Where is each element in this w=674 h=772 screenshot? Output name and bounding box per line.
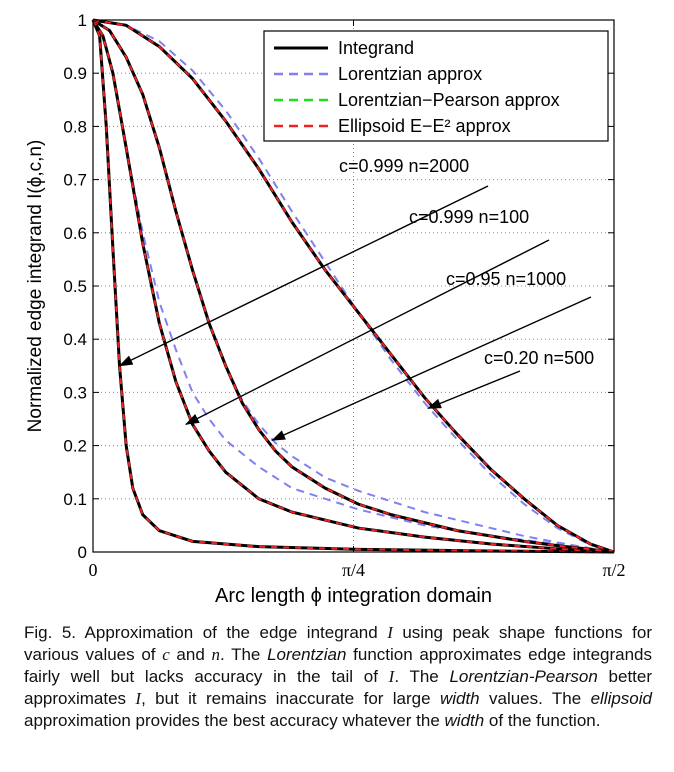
- legend-label: Integrand: [338, 38, 414, 58]
- series-line-ellipsoid: [92, 19, 615, 553]
- caption-text: and: [169, 645, 212, 664]
- caption-text: . The: [219, 645, 268, 664]
- caption-text: values. The: [479, 689, 591, 708]
- line-chart: 0 0.1 0.2 0.3 0.4 0.5 0.6 0.7 0.8 0.9 1 0 π/4 π/2 Arc …: [25, 11, 626, 607]
- caption-math: c: [162, 645, 170, 664]
- caption-math: n: [211, 645, 220, 664]
- figure-caption: Fig. 5. Approximation of the edge integr…: [24, 622, 652, 732]
- y-tick-label: 0.7: [63, 171, 87, 190]
- series-line-ellipsoid: [92, 19, 615, 553]
- y-tick-label: 0.3: [63, 383, 87, 402]
- legend-label: Lorentzian−Pearson approx: [338, 90, 560, 110]
- series-line-integrand: [92, 18, 615, 554]
- caption-text: function approximates edge integrands fa…: [24, 645, 653, 686]
- curve-annotation-label: c=0.999 n=2000: [339, 156, 469, 176]
- curve-annotation-label: c=0.95 n=1000: [446, 269, 566, 289]
- caption-math: I: [135, 689, 142, 708]
- annotation-arrow: [271, 296, 592, 441]
- y-tick-label: 0.4: [63, 330, 87, 349]
- y-axis-label: Normalized edge integrand I(ϕ,c,n): [25, 140, 46, 433]
- caption-math: I: [387, 623, 393, 642]
- caption-text: . The: [394, 667, 450, 686]
- caption-emphasis: ellipsoid: [590, 689, 652, 708]
- y-tick-label: 0: [78, 543, 87, 562]
- legend-label: Ellipsoid E−E² approx: [338, 116, 511, 136]
- annotation-arrow: [118, 185, 489, 367]
- x-tick-label: 0: [89, 560, 98, 580]
- y-tick-label: 0.2: [63, 437, 87, 456]
- caption-text: approximation provides the best accuracy…: [24, 711, 445, 730]
- figure: 0 0.1 0.2 0.3 0.4 0.5 0.6 0.7 0.8 0.9 1 0 π/4 π/2 Arc …: [25, 11, 626, 607]
- caption-emphasis: Lorentzian-Pearson: [449, 667, 598, 686]
- x-tick-label: π/2: [602, 560, 625, 580]
- caption-emphasis: width: [444, 711, 485, 730]
- caption-emphasis: Lorentzian: [267, 645, 347, 664]
- caption-emphasis: width: [439, 689, 480, 708]
- y-tick-label: 0.1: [63, 490, 87, 509]
- y-tick-label: 0.6: [63, 224, 87, 243]
- x-axis-label: Arc length ϕ integration domain: [215, 585, 492, 607]
- legend-label: Lorentzian approx: [338, 64, 482, 84]
- series-line-ellipsoid: [92, 19, 615, 553]
- curve-annotation-label: c=0.20 n=500: [484, 348, 594, 368]
- y-tick-label: 0.8: [63, 117, 87, 136]
- curve-annotation-label: c=0.999 n=100: [409, 207, 529, 227]
- caption-text: Fig. 5. Approximation of the edge integr…: [24, 623, 388, 642]
- y-tick-label: 1: [78, 11, 87, 30]
- annotation-arrow: [427, 370, 521, 410]
- caption-math: I: [388, 667, 395, 686]
- y-tick-label: 0.9: [63, 64, 87, 83]
- caption-text: , but it remains inaccurate for large: [141, 689, 440, 708]
- y-tick-label: 0.5: [63, 277, 87, 296]
- annotation-arrow: [184, 239, 550, 425]
- x-tick-label: π/4: [342, 560, 365, 580]
- caption-text: using peak shape functions for various v…: [24, 623, 652, 664]
- caption-text: better approximates: [24, 667, 653, 708]
- caption-text: of the function.: [484, 711, 601, 730]
